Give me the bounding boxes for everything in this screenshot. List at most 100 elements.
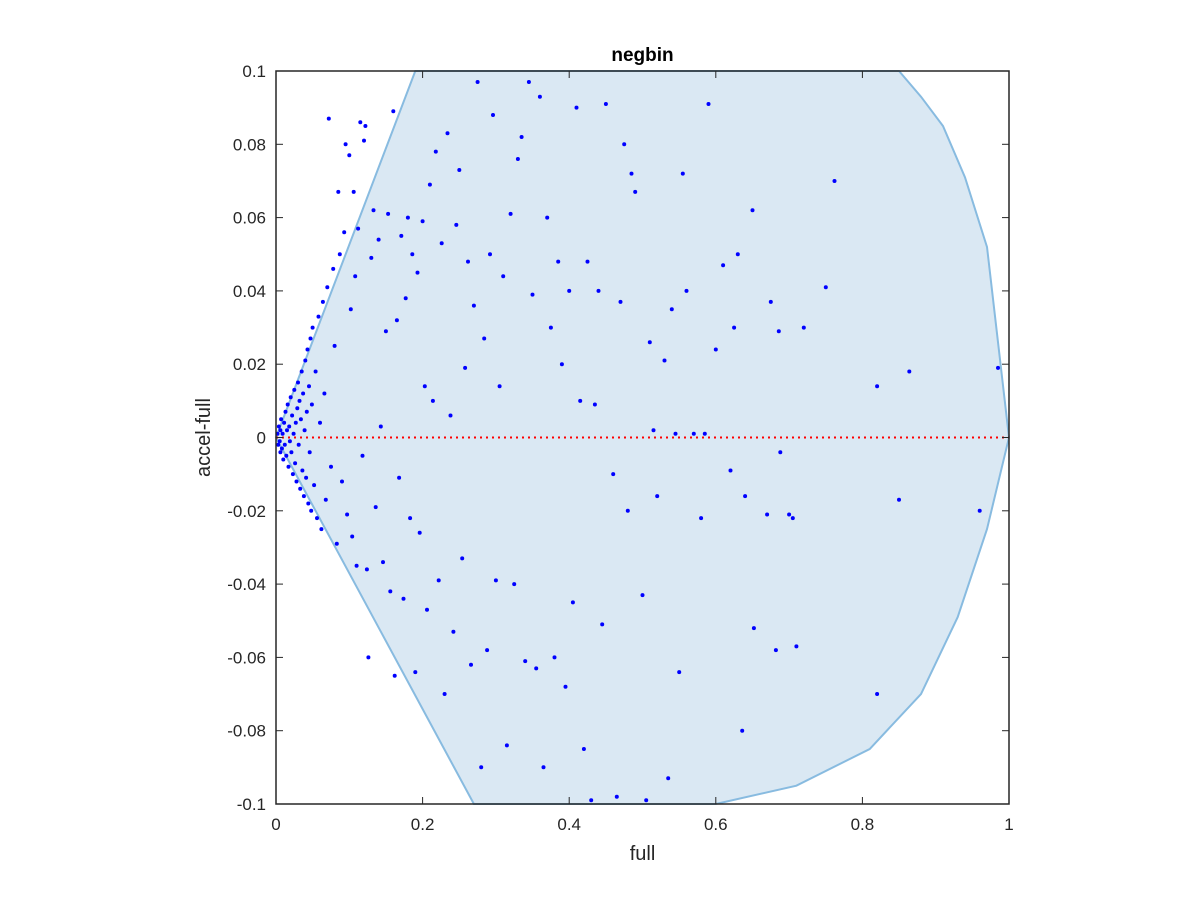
data-point: [563, 684, 568, 689]
data-point: [559, 362, 564, 367]
data-point: [408, 516, 413, 521]
data-point: [537, 94, 542, 99]
data-point: [319, 527, 324, 532]
data-point: [721, 263, 726, 268]
data-point: [996, 365, 1000, 370]
data-point: [699, 516, 704, 521]
data-point: [295, 406, 300, 411]
y-tick-label: 0.1: [242, 62, 266, 81]
data-point: [732, 325, 737, 330]
data-point: [448, 413, 453, 418]
data-point: [413, 670, 418, 675]
data-point: [790, 516, 795, 521]
data-point: [574, 105, 579, 110]
x-tick-label: 0: [271, 815, 280, 834]
y-tick-label: -0.06: [227, 648, 266, 667]
data-point: [644, 798, 649, 803]
data-point: [276, 442, 281, 447]
data-point: [373, 505, 378, 510]
data-point: [420, 219, 425, 224]
x-tick-label: 0.2: [411, 815, 435, 834]
data-point: [299, 369, 304, 374]
data-point: [362, 138, 366, 143]
data-point: [541, 765, 546, 770]
data-point: [415, 270, 420, 275]
data-point: [603, 102, 608, 106]
data-point: [376, 237, 381, 242]
data-point: [332, 343, 337, 348]
data-point: [750, 208, 755, 213]
data-point: [436, 578, 441, 583]
data-point: [363, 124, 368, 128]
data-point: [304, 475, 309, 480]
data-point: [751, 626, 756, 631]
data-point: [765, 512, 770, 517]
data-point: [354, 563, 359, 568]
data-point: [279, 446, 284, 451]
data-point: [629, 171, 634, 176]
data-point: [287, 439, 292, 444]
data-point: [282, 420, 287, 425]
data-point: [356, 226, 361, 231]
data-point: [743, 494, 748, 499]
y-tick-label: -0.1: [237, 795, 266, 814]
data-point: [401, 596, 406, 601]
data-point: [422, 384, 427, 389]
data-point: [347, 153, 352, 158]
data-point: [300, 468, 305, 473]
data-point: [417, 530, 422, 535]
data-point: [276, 424, 281, 429]
data-point: [278, 428, 283, 433]
data-point: [343, 142, 348, 147]
y-tick-label: 0.06: [233, 209, 266, 228]
data-point: [284, 453, 289, 458]
data-point: [832, 179, 837, 183]
data-point: [567, 288, 572, 293]
data-point: [457, 168, 462, 172]
data-point: [345, 512, 350, 517]
data-point: [353, 274, 358, 279]
data-point: [530, 292, 535, 297]
data-point: [297, 398, 302, 403]
data-point: [787, 512, 792, 517]
data-point: [281, 457, 286, 462]
data-point: [304, 409, 309, 414]
data-point: [371, 208, 376, 213]
data-point: [294, 479, 299, 484]
data-point: [336, 189, 341, 194]
data-point: [907, 369, 912, 374]
data-point: [358, 120, 363, 125]
data-point: [283, 409, 288, 414]
data-point: [463, 365, 468, 370]
data-point: [403, 296, 408, 301]
data-point: [875, 692, 880, 696]
data-point: [556, 259, 561, 264]
data-point: [340, 479, 344, 484]
data-point: [394, 318, 399, 323]
data-point: [570, 600, 575, 605]
data-point: [488, 252, 492, 257]
data-point: [794, 644, 799, 649]
data-point: [369, 255, 374, 260]
data-point: [691, 431, 696, 436]
data-point: [735, 252, 740, 257]
data-point: [713, 347, 718, 352]
chart-title: negbin: [611, 45, 673, 66]
data-point: [508, 211, 513, 216]
y-tick-label: 0.04: [233, 282, 266, 301]
data-point: [399, 233, 404, 238]
data-point: [578, 398, 583, 403]
x-axis-title: full: [630, 843, 656, 865]
data-point: [364, 567, 369, 572]
data-point: [305, 347, 310, 352]
data-point: [475, 80, 480, 84]
y-tick-label: -0.08: [227, 722, 266, 741]
data-point: [323, 497, 328, 502]
data-point: [592, 402, 597, 407]
data-point: [296, 442, 301, 447]
data-point: [526, 80, 531, 84]
data-point: [306, 501, 311, 506]
data-point: [309, 508, 314, 513]
data-point: [315, 516, 319, 521]
